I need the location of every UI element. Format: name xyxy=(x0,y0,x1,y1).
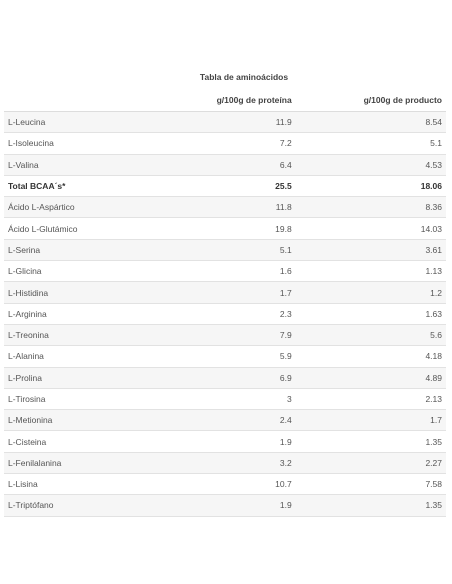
amino-acid-name: L-Metionina xyxy=(4,409,164,432)
amino-acid-name: L-Leucina xyxy=(4,111,164,134)
product-value: 8.36 xyxy=(295,196,446,219)
table-row: Ácido L-Aspártico 11.8 8.36 xyxy=(4,196,446,219)
table-row: L-Lisina 10.7 7.58 xyxy=(4,473,446,496)
table-row: L-Cisteina 1.9 1.35 xyxy=(4,430,446,453)
protein-value: 5.1 xyxy=(163,239,296,262)
amino-acid-table: g/100g de proteína g/100g de producto L-… xyxy=(4,89,446,517)
product-value: 14.03 xyxy=(295,217,446,240)
table-header: g/100g de proteína g/100g de producto xyxy=(4,89,446,112)
header-name xyxy=(4,89,164,112)
amino-acid-name: Ácido L-Glutámico xyxy=(4,217,164,240)
protein-value: 5.9 xyxy=(163,345,296,368)
protein-value: 2.4 xyxy=(163,409,296,432)
amino-acid-name: L-Fenilalanina xyxy=(4,452,164,475)
protein-value: 19.8 xyxy=(163,217,296,240)
amino-acid-name: L-Treonina xyxy=(4,324,164,347)
table-row: Ácido L-Glutámico 19.8 14.03 xyxy=(4,217,446,240)
amino-acid-name: Total BCAA´s* xyxy=(4,175,164,198)
amino-acid-name: L-Glicina xyxy=(4,260,164,283)
protein-value: 1.9 xyxy=(163,430,296,453)
amino-acid-name: L-Alanina xyxy=(4,345,164,368)
product-value: 1.7 xyxy=(295,409,446,432)
protein-value: 10.7 xyxy=(163,473,296,496)
amino-acid-name: L-Valina xyxy=(4,154,164,176)
table-row: Total BCAA´s* 25.5 18.06 xyxy=(4,175,446,198)
amino-acid-name: L-Lisina xyxy=(4,473,164,496)
product-value: 1.13 xyxy=(295,260,446,283)
product-value: 18.06 xyxy=(295,175,446,198)
amino-acid-name: L-Prolina xyxy=(4,367,164,389)
table-row: L-Leucina 11.9 8.54 xyxy=(4,111,446,134)
table-row: L-Glicina 1.6 1.13 xyxy=(4,260,446,283)
product-value: 1.63 xyxy=(295,303,446,325)
product-value: 4.53 xyxy=(295,154,446,176)
product-value: 1.35 xyxy=(295,494,446,517)
table-row: L-Triptófano 1.9 1.35 xyxy=(4,494,446,517)
amino-acid-name: L-Cisteina xyxy=(4,430,164,453)
product-value: 7.58 xyxy=(295,473,446,496)
protein-value: 11.9 xyxy=(163,111,296,134)
table-row: L-Fenilalanina 3.2 2.27 xyxy=(4,452,446,475)
product-value: 8.54 xyxy=(295,111,446,134)
header-product: g/100g de producto xyxy=(295,89,446,112)
table-body: L-Leucina 11.9 8.54 L-Isoleucina 7.2 5.1 L-Val… xyxy=(4,111,446,517)
protein-value: 1.6 xyxy=(163,260,296,283)
header-row: g/100g de proteína g/100g de producto xyxy=(4,89,446,112)
table-row: L-Prolina 6.9 4.89 xyxy=(4,367,446,389)
table-row: L-Treonina 7.9 5.6 xyxy=(4,324,446,347)
table-row: L-Metionina 2.4 1.7 xyxy=(4,409,446,432)
amino-acid-table-container: Tabla de aminoácidos g/100g de proteína … xyxy=(4,67,446,517)
protein-value: 6.4 xyxy=(163,154,296,176)
table-row: L-Tirosina 3 2.13 xyxy=(4,388,446,411)
product-value: 1.35 xyxy=(295,430,446,453)
product-value: 4.89 xyxy=(295,367,446,389)
protein-value: 25.5 xyxy=(163,175,296,198)
amino-acid-name: L-Histidina xyxy=(4,281,164,304)
table-row: L-Arginina 2.3 1.63 xyxy=(4,303,446,325)
amino-acid-name: L-Triptófano xyxy=(4,494,164,517)
amino-acid-name: L-Arginina xyxy=(4,303,164,325)
product-value: 2.27 xyxy=(295,452,446,475)
product-value: 2.13 xyxy=(295,388,446,411)
product-value: 5.6 xyxy=(295,324,446,347)
product-value: 3.61 xyxy=(295,239,446,262)
amino-acid-name: L-Serina xyxy=(4,239,164,262)
table-row: L-Isoleucina 7.2 5.1 xyxy=(4,132,446,155)
protein-value: 7.9 xyxy=(163,324,296,347)
product-value: 4.18 xyxy=(295,345,446,368)
product-value: 1.2 xyxy=(295,281,446,304)
table-row: L-Serina 5.1 3.61 xyxy=(4,239,446,262)
product-value: 5.1 xyxy=(295,132,446,155)
table-row: L-Alanina 5.9 4.18 xyxy=(4,345,446,368)
protein-value: 2.3 xyxy=(163,303,296,325)
header-protein: g/100g de proteína xyxy=(163,89,296,112)
protein-value: 7.2 xyxy=(163,132,296,155)
amino-acid-name: L-Tirosina xyxy=(4,388,164,411)
table-row: L-Valina 6.4 4.53 xyxy=(4,154,446,176)
protein-value: 3.2 xyxy=(163,452,296,475)
protein-value: 11.8 xyxy=(163,196,296,219)
protein-value: 1.7 xyxy=(163,281,296,304)
protein-value: 3 xyxy=(163,388,296,411)
protein-value: 1.9 xyxy=(163,494,296,517)
table-row: L-Histidina 1.7 1.2 xyxy=(4,281,446,304)
protein-value: 6.9 xyxy=(163,367,296,389)
amino-acid-name: Ácido L-Aspártico xyxy=(4,196,164,219)
amino-acid-name: L-Isoleucina xyxy=(4,132,164,155)
table-caption: Tabla de aminoácidos xyxy=(199,72,289,82)
